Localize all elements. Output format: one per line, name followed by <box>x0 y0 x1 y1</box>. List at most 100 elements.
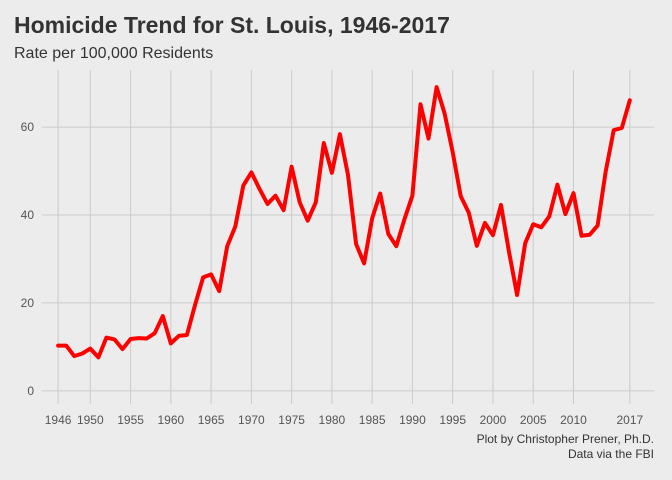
data-point-1958 <box>154 332 156 334</box>
x-tick-label-10: 1995 <box>439 413 466 427</box>
data-point-1981 <box>339 133 341 135</box>
data-point-1999 <box>484 222 486 224</box>
x-tick-label-4: 1965 <box>198 413 225 427</box>
data-point-1995 <box>452 151 454 153</box>
x-tick-labels: 1946 1950 1955 1960 1965 1970 1975 1980 1985 1990… <box>45 413 644 427</box>
y-tick-label-3: 60 <box>21 120 35 134</box>
data-point-1946 <box>57 345 59 347</box>
data-point-1950 <box>89 348 91 350</box>
data-point-2006 <box>540 226 542 228</box>
data-point-1998 <box>476 245 478 247</box>
x-tick-label-11: 2000 <box>480 413 507 427</box>
data-point-1973 <box>275 195 277 197</box>
y-tick-label-2: 40 <box>21 208 35 222</box>
x-tick-label-1: 1950 <box>77 413 104 427</box>
data-point-1992 <box>428 138 430 140</box>
x-tick-label-0: 1946 <box>45 413 72 427</box>
data-point-1968 <box>234 225 236 227</box>
data-point-1986 <box>379 192 381 194</box>
data-point-1953 <box>113 338 115 340</box>
data-point-2017 <box>629 99 631 101</box>
data-point-1987 <box>387 233 389 235</box>
data-point-2008 <box>556 184 558 186</box>
data-point-1978 <box>315 201 317 203</box>
x-tick-label-9: 1990 <box>399 413 426 427</box>
data-point-1990 <box>411 195 413 197</box>
x-tick-label-8: 1985 <box>359 413 386 427</box>
series-line-0 <box>56 85 632 360</box>
data-point-1970 <box>250 171 252 173</box>
chart-subtitle: Rate per 100,000 Residents <box>14 45 214 62</box>
data-point-1947 <box>65 345 67 347</box>
series-layer <box>56 85 632 360</box>
x-tick-label-14: 2017 <box>616 413 643 427</box>
data-point-1949 <box>81 352 83 354</box>
data-point-1957 <box>146 338 148 340</box>
data-point-1994 <box>444 113 446 115</box>
data-point-2004 <box>524 242 526 244</box>
data-point-2014 <box>605 171 607 173</box>
data-point-2012 <box>589 234 591 236</box>
data-point-1965 <box>210 273 212 275</box>
data-point-1996 <box>460 195 462 197</box>
data-point-1980 <box>331 172 333 174</box>
y-tick-label-0: 0 <box>27 384 34 398</box>
x-tick-label-7: 1980 <box>319 413 346 427</box>
data-point-1951 <box>97 356 99 358</box>
data-point-1952 <box>105 337 107 339</box>
caption-author: Plot by Christopher Prener, Ph.D. <box>476 432 654 446</box>
x-tick-label-5: 1970 <box>238 413 265 427</box>
data-point-1984 <box>363 262 365 264</box>
x-tick-label-3: 1960 <box>157 413 184 427</box>
grid-layer <box>42 70 654 404</box>
x-tick-label-12: 2005 <box>520 413 547 427</box>
data-point-1979 <box>323 142 325 144</box>
caption-source: Data via the FBI <box>567 447 654 461</box>
data-point-2009 <box>564 213 566 215</box>
data-point-1969 <box>242 185 244 187</box>
data-point-2015 <box>613 129 615 131</box>
data-point-2005 <box>532 223 534 225</box>
data-point-1976 <box>299 201 301 203</box>
data-point-2003 <box>516 294 518 296</box>
data-point-1967 <box>226 245 228 247</box>
y-tick-label-1: 20 <box>21 296 35 310</box>
data-point-1964 <box>202 276 204 278</box>
data-point-2001 <box>500 204 502 206</box>
data-point-1974 <box>283 209 285 211</box>
data-point-1982 <box>347 174 349 176</box>
x-tick-label-13: 2010 <box>560 413 587 427</box>
chart-caption: Plot by Christopher Prener, Ph.D. Data v… <box>477 432 654 462</box>
data-point-2002 <box>508 251 510 253</box>
data-point-2010 <box>572 192 574 194</box>
data-point-1966 <box>218 290 220 292</box>
data-point-1971 <box>258 188 260 190</box>
data-point-1985 <box>371 217 373 219</box>
data-point-1989 <box>403 218 405 220</box>
data-point-1959 <box>162 315 164 317</box>
data-point-1972 <box>266 203 268 205</box>
data-point-1963 <box>194 304 196 306</box>
data-point-2016 <box>621 127 623 129</box>
data-point-1993 <box>436 86 438 88</box>
y-tick-labels: 0 20 40 60 <box>21 120 35 398</box>
data-point-1975 <box>291 166 293 168</box>
data-point-1997 <box>468 212 470 214</box>
data-point-1961 <box>178 335 180 337</box>
data-point-1962 <box>186 334 188 336</box>
x-tick-label-2: 1955 <box>117 413 144 427</box>
data-point-1948 <box>73 355 75 357</box>
data-point-2000 <box>492 234 494 236</box>
data-point-1988 <box>395 245 397 247</box>
data-point-2011 <box>581 235 583 237</box>
data-point-1983 <box>355 243 357 245</box>
x-tick-label-6: 1975 <box>278 413 305 427</box>
data-point-1956 <box>138 337 140 339</box>
data-point-2007 <box>548 215 550 217</box>
chart-title: Homicide Trend for St. Louis, 1946-2017 <box>14 12 450 38</box>
data-point-1954 <box>122 348 124 350</box>
data-point-1955 <box>130 338 132 340</box>
data-point-1977 <box>307 220 309 222</box>
data-point-2013 <box>597 225 599 227</box>
